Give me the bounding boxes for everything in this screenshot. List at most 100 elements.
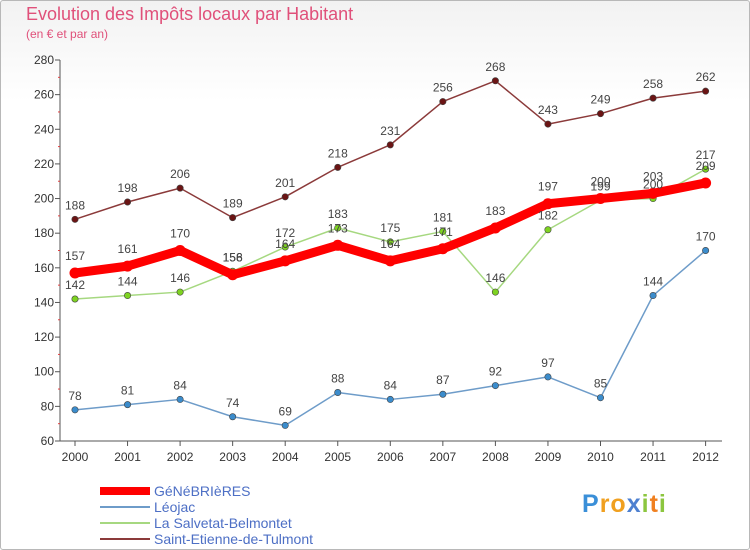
data-point (386, 238, 394, 246)
x-tick-label: 2011 (640, 450, 666, 464)
data-label: 256 (433, 81, 453, 95)
y-tick-label: 60 (41, 434, 55, 448)
data-point (596, 110, 604, 118)
data-label: 200 (590, 175, 610, 189)
data-point (229, 214, 237, 222)
data-label: 206 (170, 167, 190, 181)
x-tick-label: 2002 (167, 450, 194, 464)
data-point (71, 295, 79, 303)
legend-label: La Salvetat-Belmontet (154, 515, 292, 531)
data-point (176, 184, 184, 192)
data-label: 142 (65, 278, 85, 292)
data-point (124, 401, 132, 409)
data-label: 182 (538, 209, 558, 223)
data-point (647, 187, 659, 199)
proxiti-logo: Proxiti (582, 490, 667, 519)
data-point (176, 395, 184, 403)
y-tick-label: 280 (34, 53, 54, 67)
y-tick-label: 120 (34, 330, 54, 344)
y-tick-label: 260 (34, 88, 54, 102)
data-label: 188 (65, 198, 85, 212)
series-3 (71, 77, 710, 223)
data-label: 172 (275, 226, 295, 240)
data-point (124, 292, 132, 300)
data-point (700, 177, 712, 189)
data-point (386, 141, 394, 149)
data-label: 200 (643, 178, 663, 192)
data-point (122, 260, 134, 272)
legend-label: Saint-Etienne-de-Tulmont (154, 531, 314, 547)
data-label: 209 (696, 159, 716, 173)
x-tick-label: 2000 (62, 450, 89, 464)
data-labels: 188 198 206 189 201 218 231 256 268 243 249 258 262 7… (65, 60, 716, 419)
data-label: 171 (433, 225, 453, 239)
data-label: 74 (226, 396, 240, 410)
y-tick-label: 140 (34, 295, 54, 309)
data-label: 92 (489, 365, 503, 379)
x-tick-label: 2008 (482, 450, 509, 464)
chart-subtitle: (en € et par an) (26, 27, 109, 41)
data-label: 84 (173, 378, 187, 392)
data-point (489, 222, 501, 234)
data-label: 88 (331, 372, 345, 386)
data-label: 198 (118, 181, 138, 195)
data-point (491, 382, 499, 390)
data-label: 173 (328, 221, 348, 235)
data-label: 69 (279, 404, 293, 418)
x-tick-label: 2010 (587, 450, 614, 464)
data-point (544, 373, 552, 381)
data-label: 146 (170, 271, 190, 285)
data-label: 181 (433, 210, 453, 224)
data-label: 146 (485, 271, 505, 285)
chart-title: Evolution des Impôts locaux par Habitant (26, 4, 354, 24)
y-tick-label: 220 (34, 157, 54, 171)
logo-letter: i (658, 490, 667, 518)
data-label: 170 (170, 227, 190, 241)
data-label: 161 (118, 242, 138, 256)
x-tick-label: 2005 (324, 450, 351, 464)
axes: 60 80 100 120 140 160 180 200 220 240 260 280 2000 20… (34, 53, 722, 464)
data-point (334, 163, 342, 171)
logo-letter: r (599, 490, 611, 518)
data-label: 243 (538, 103, 558, 117)
data-point (702, 87, 710, 95)
data-label: 144 (643, 275, 663, 289)
series-layer (69, 77, 712, 429)
legend-swatch (100, 538, 150, 540)
y-tick-label: 160 (34, 261, 54, 275)
data-label: 81 (121, 384, 135, 398)
x-tick-label: 2012 (692, 450, 719, 464)
data-point (649, 94, 657, 102)
data-label: 156 (223, 251, 243, 265)
data-label: 197 (538, 180, 558, 194)
data-point (439, 390, 447, 398)
data-label: 258 (643, 77, 663, 91)
data-label: 183 (485, 204, 505, 218)
data-point (437, 243, 449, 255)
x-tick-label: 2006 (377, 450, 404, 464)
data-label: 189 (223, 197, 243, 211)
data-point (384, 255, 396, 267)
logo-letter: o (610, 490, 627, 518)
data-label: 183 (328, 207, 348, 221)
data-point (491, 77, 499, 85)
y-tick-label: 200 (34, 192, 54, 206)
data-point (71, 406, 79, 414)
legend-label: GéNéBRIèRES (154, 483, 251, 499)
y-tick-label: 100 (34, 365, 54, 379)
x-tick-label: 2003 (219, 450, 246, 464)
data-label: 97 (541, 356, 555, 370)
data-point (334, 224, 342, 232)
x-tick-label: 2009 (535, 450, 562, 464)
data-label: 175 (380, 221, 400, 235)
x-tick-label: 2001 (114, 450, 141, 464)
data-label: 144 (118, 275, 138, 289)
legend-swatch (100, 506, 150, 508)
data-point (386, 395, 394, 403)
data-label: 262 (696, 70, 716, 84)
data-label: 170 (696, 230, 716, 244)
data-label: 164 (275, 237, 295, 251)
data-point (544, 120, 552, 128)
data-label: 164 (380, 237, 400, 251)
data-point (702, 165, 710, 173)
